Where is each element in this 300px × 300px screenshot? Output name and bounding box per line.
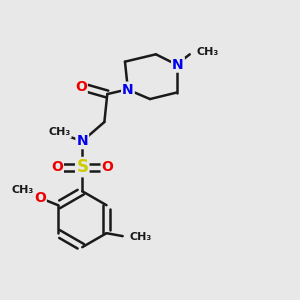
Text: CH₃: CH₃ <box>11 185 33 196</box>
Text: CH₃: CH₃ <box>49 127 71 137</box>
Text: CH₃: CH₃ <box>196 47 218 57</box>
Text: S: S <box>76 158 88 176</box>
Text: O: O <box>34 191 46 205</box>
Text: N: N <box>76 134 88 148</box>
Text: O: O <box>51 160 63 174</box>
Text: O: O <box>75 80 87 94</box>
Text: N: N <box>122 82 134 97</box>
Text: O: O <box>102 160 113 174</box>
Text: CH₃: CH₃ <box>129 232 152 242</box>
Text: N: N <box>172 58 184 72</box>
